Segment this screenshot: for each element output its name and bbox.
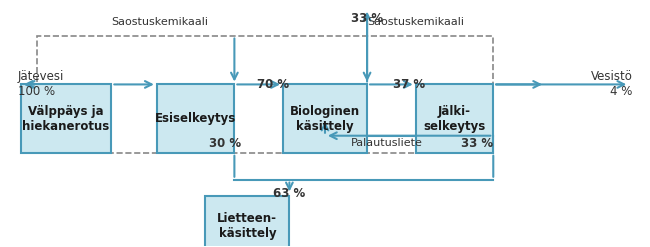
Text: 37 %: 37 % [393, 78, 425, 91]
Text: Esiselkeytys: Esiselkeytys [155, 112, 236, 125]
Text: Saostuskemikaali: Saostuskemikaali [111, 17, 209, 27]
FancyBboxPatch shape [283, 84, 367, 153]
Text: 63 %: 63 % [273, 186, 306, 200]
Text: 70 %: 70 % [257, 78, 289, 91]
Text: Välppäys ja
hiekanerotus: Välppäys ja hiekanerotus [23, 105, 110, 133]
FancyBboxPatch shape [21, 84, 111, 153]
Text: Biologinen
käsittely: Biologinen käsittely [290, 105, 360, 133]
FancyBboxPatch shape [205, 196, 289, 247]
Text: 33 %: 33 % [461, 137, 493, 149]
Text: Lietteen-
käsittely: Lietteen- käsittely [217, 212, 278, 240]
FancyBboxPatch shape [157, 84, 235, 153]
FancyBboxPatch shape [415, 84, 493, 153]
Text: Jätevesi
100 %: Jätevesi 100 % [18, 70, 64, 98]
Text: Palautusliete: Palautusliete [350, 138, 422, 148]
Text: 33 %: 33 % [351, 12, 383, 25]
Text: Vesistö
4 %: Vesistö 4 % [591, 70, 632, 98]
Text: Saostuskemikaali: Saostuskemikaali [367, 17, 464, 27]
Text: Jälki-
selkeytys: Jälki- selkeytys [423, 105, 486, 133]
Text: 30 %: 30 % [209, 137, 240, 149]
